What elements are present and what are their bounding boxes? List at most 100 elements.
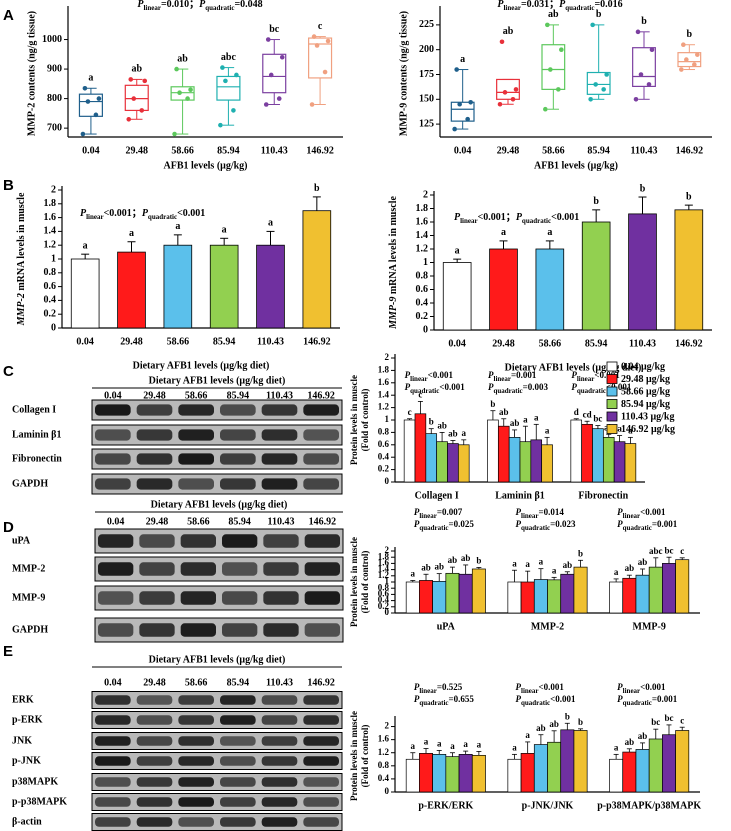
letter: a — [512, 742, 517, 752]
data-point — [177, 90, 182, 95]
y-tick-label: 1.2 — [44, 239, 57, 250]
bar — [547, 579, 562, 614]
blot-header: Dietary AFB1 levels (μg/kg diet) — [149, 654, 286, 665]
blot-band — [178, 404, 214, 416]
bar — [405, 581, 420, 614]
blot-band — [178, 453, 214, 465]
stat-value: =0.014 — [539, 507, 565, 517]
y-tick-label: 0.8 — [378, 582, 390, 592]
y-tick-label: 1.8 — [44, 198, 57, 209]
blot-row-label: p38MAPK — [12, 776, 58, 787]
stat-value: <0.001； — [478, 212, 516, 223]
legend-swatch — [606, 386, 618, 397]
letter: b — [687, 29, 693, 40]
data-point — [543, 106, 548, 112]
blot-strip — [94, 585, 344, 611]
data-point — [231, 108, 236, 113]
blot-band — [263, 562, 299, 576]
bar — [547, 741, 562, 793]
bar — [163, 244, 193, 329]
bar — [635, 749, 650, 793]
stat-sub: quadratic — [205, 4, 234, 12]
data-point — [502, 90, 508, 95]
bar — [613, 441, 626, 483]
stat-sub: quadratic — [565, 4, 594, 12]
lane-label: 146.92 — [307, 677, 335, 688]
lane-label: 58.66 — [185, 677, 208, 688]
y-tick-label: 1.8 — [416, 203, 429, 214]
blot-row-label: Fibronectin — [12, 453, 62, 464]
lane-label: 0.04 — [107, 516, 125, 527]
blot-row-label: β-actin — [12, 816, 42, 827]
panel-letter: D — [3, 519, 14, 536]
letter: a — [175, 221, 180, 232]
x-axis-title: Dietary AFB1 levels (μg/kg diet) — [505, 362, 642, 373]
stat-text: Pquadratic<0.001 — [516, 694, 577, 707]
letter: b — [476, 555, 481, 565]
stat-value: =0.001 — [652, 519, 678, 529]
panel-letter: A — [3, 7, 14, 24]
stat-value: <0.001 — [428, 370, 454, 380]
x-tick-label: 0.04 — [454, 145, 472, 156]
data-point — [128, 77, 134, 82]
x-tick-label: 58.66 — [167, 336, 190, 347]
data-point — [311, 34, 317, 39]
blot-band — [139, 623, 175, 637]
blot-row-label: p-ERK — [12, 714, 43, 725]
data-point — [499, 39, 505, 45]
stat-text: Pquadratic=0.001 — [617, 694, 678, 707]
x-tick-label: MMP-2 — [531, 621, 564, 632]
blot-band — [95, 715, 131, 725]
letter: b — [640, 183, 646, 194]
bar — [674, 209, 704, 331]
blot-band — [220, 777, 256, 787]
bar — [648, 738, 663, 793]
lane-label: 146.92 — [309, 516, 337, 527]
stat-sub: quadratic — [419, 699, 448, 707]
bar — [497, 425, 510, 483]
stat-p: P — [80, 208, 87, 219]
y-tick-label: 0.8 — [378, 426, 390, 436]
x-tick-label: 58.66 — [171, 145, 194, 156]
stat-p: P — [516, 519, 522, 529]
stat-sub: linear — [521, 687, 539, 695]
letter: c — [680, 546, 684, 556]
stat-text: Plinear<0.001；Pquadratic<0.001 — [80, 208, 205, 220]
blot-band — [178, 817, 214, 827]
letter: a — [628, 425, 633, 435]
y-tick-label: 2 — [385, 721, 390, 731]
bar — [581, 221, 611, 331]
blot-band — [178, 797, 214, 807]
lane-label: 58.66 — [185, 390, 208, 401]
letter: abc — [649, 546, 663, 556]
bar — [507, 581, 522, 614]
legend-label: 29.48 μg/kg — [621, 374, 670, 385]
blot-band — [261, 453, 298, 465]
data-point — [82, 85, 88, 91]
stat-sub: quadratic — [521, 699, 550, 707]
letter: c — [318, 21, 323, 32]
stat-p: P — [142, 208, 149, 219]
blot-band — [222, 562, 258, 576]
lane-label: 85.94 — [228, 516, 251, 527]
blot-band — [180, 591, 216, 605]
y-tick-label: 0.8 — [44, 267, 57, 278]
letter: a — [547, 227, 552, 238]
bar — [432, 754, 447, 793]
stat-value: =0.010； — [161, 0, 199, 10]
blot-band — [261, 715, 298, 725]
letter: a — [437, 738, 442, 748]
legend-label: 58.66 μg/kg — [621, 386, 670, 397]
blot-band — [220, 736, 256, 746]
y-tick-label: 1.8 — [378, 551, 390, 561]
y-axis-title: Protein levels in muscle — [349, 711, 359, 801]
blot-band — [261, 736, 298, 746]
letter: bc — [593, 414, 602, 424]
blot-band — [136, 736, 173, 746]
data-point — [96, 96, 102, 101]
box — [541, 44, 566, 90]
letter: a — [477, 739, 482, 749]
stat-sub: linear — [419, 687, 437, 695]
blot-band — [136, 478, 173, 490]
data-point — [457, 101, 462, 107]
